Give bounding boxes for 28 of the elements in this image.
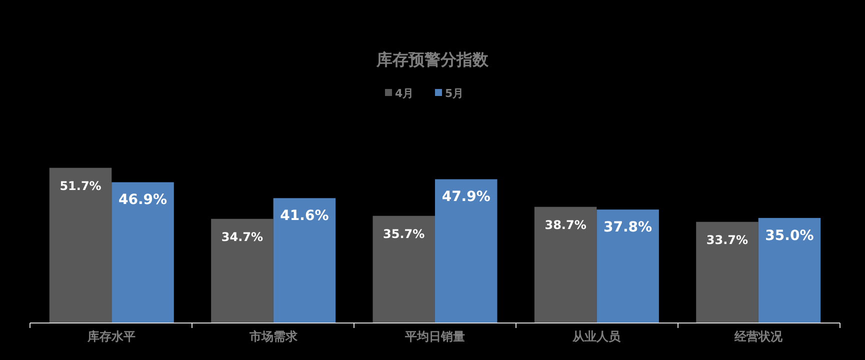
data-label: 47.9% [442,189,490,206]
bar [758,218,821,323]
bar [211,218,274,323]
legend-label: 4月 [395,87,414,100]
legend-label: 5月 [445,87,464,100]
data-label: 46.9% [118,192,168,208]
data-label: 33.7% [706,232,748,247]
data-label: 38.7% [544,218,586,232]
bar [273,198,336,323]
bar [534,206,597,323]
bar [372,216,435,323]
data-label: 34.7% [221,230,264,244]
bar [112,182,174,323]
data-label: 35.7% [383,226,425,241]
x-tick-label: 经营状况 [733,329,784,344]
data-label: 35.0% [765,228,814,244]
data-label: 41.6% [280,208,329,224]
chart-title: 库存预警分指数 [376,50,490,69]
x-tick-label: 市场需求 [248,329,298,344]
bar [696,222,758,323]
x-tick-label: 平均日销量 [404,329,465,344]
bar [49,168,112,323]
bar [435,179,498,323]
bar [596,210,659,323]
data-label: 37.8% [604,220,652,236]
data-label: 51.7% [60,178,102,193]
x-tick-label: 库存水平 [86,329,136,344]
x-tick-label: 从业人员 [572,329,622,344]
